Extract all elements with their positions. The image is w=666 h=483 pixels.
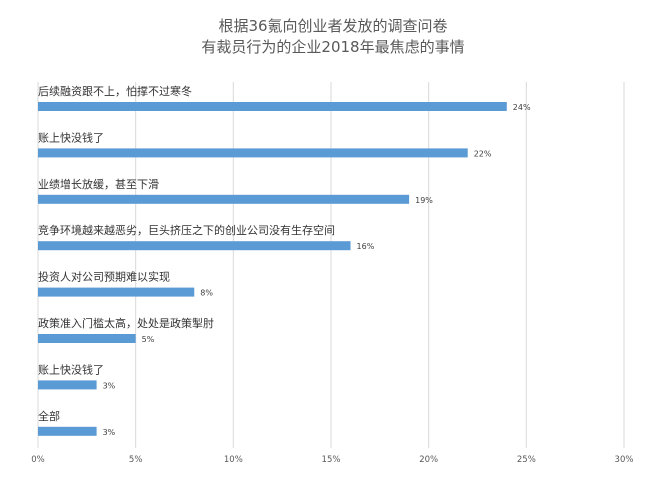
x-tick-label: 10% [224,455,243,465]
bar [38,102,507,111]
category-label: 业绩增长放缓，甚至下滑 [38,177,159,191]
category-label: 竞争环境越来越恶劣，巨头挤压之下的创业公司没有生存空间 [38,223,335,237]
bar [38,148,468,158]
x-tick-label: 5% [129,455,143,465]
category-label: 政策准入门槛太高，处处是政策掣肘 [38,316,214,330]
bar [38,194,410,204]
chart-title-line-1: 根据36氪向创业者发放的调查问卷 [218,17,448,35]
data-label: 3% [103,428,116,437]
bar [38,426,97,436]
data-label: 5% [142,335,155,344]
data-label: 3% [103,381,116,390]
bar [38,380,97,390]
category-label: 投资人对公司预期难以实现 [38,270,170,284]
x-tick-label: 25% [517,455,536,465]
data-label: 16% [357,242,375,251]
bar [38,287,195,297]
category-label: 账上快没钱了 [38,362,104,376]
category-label: 全部 [38,409,60,423]
x-tick-label: 20% [419,455,438,465]
category-label: 账上快没钱了 [38,130,104,144]
x-tick-label: 0% [31,455,45,465]
chart-title-line-2: 有裁员行为的企业2018年最焦虑的事情 [201,38,465,56]
data-label: 19% [415,196,433,205]
category-label: 后续融资跟不上，怕撑不过寒冬 [38,84,192,98]
chart-title: 根据36氪向创业者发放的调查问卷 有裁员行为的企业2018年最焦虑的事情 [0,16,666,58]
bar [38,241,351,251]
x-tick-label: 30% [615,455,634,465]
data-label: 8% [200,289,213,298]
bar [38,334,136,343]
data-label: 22% [474,149,492,158]
x-tick-label: 15% [322,455,341,465]
data-label: 24% [513,103,531,112]
